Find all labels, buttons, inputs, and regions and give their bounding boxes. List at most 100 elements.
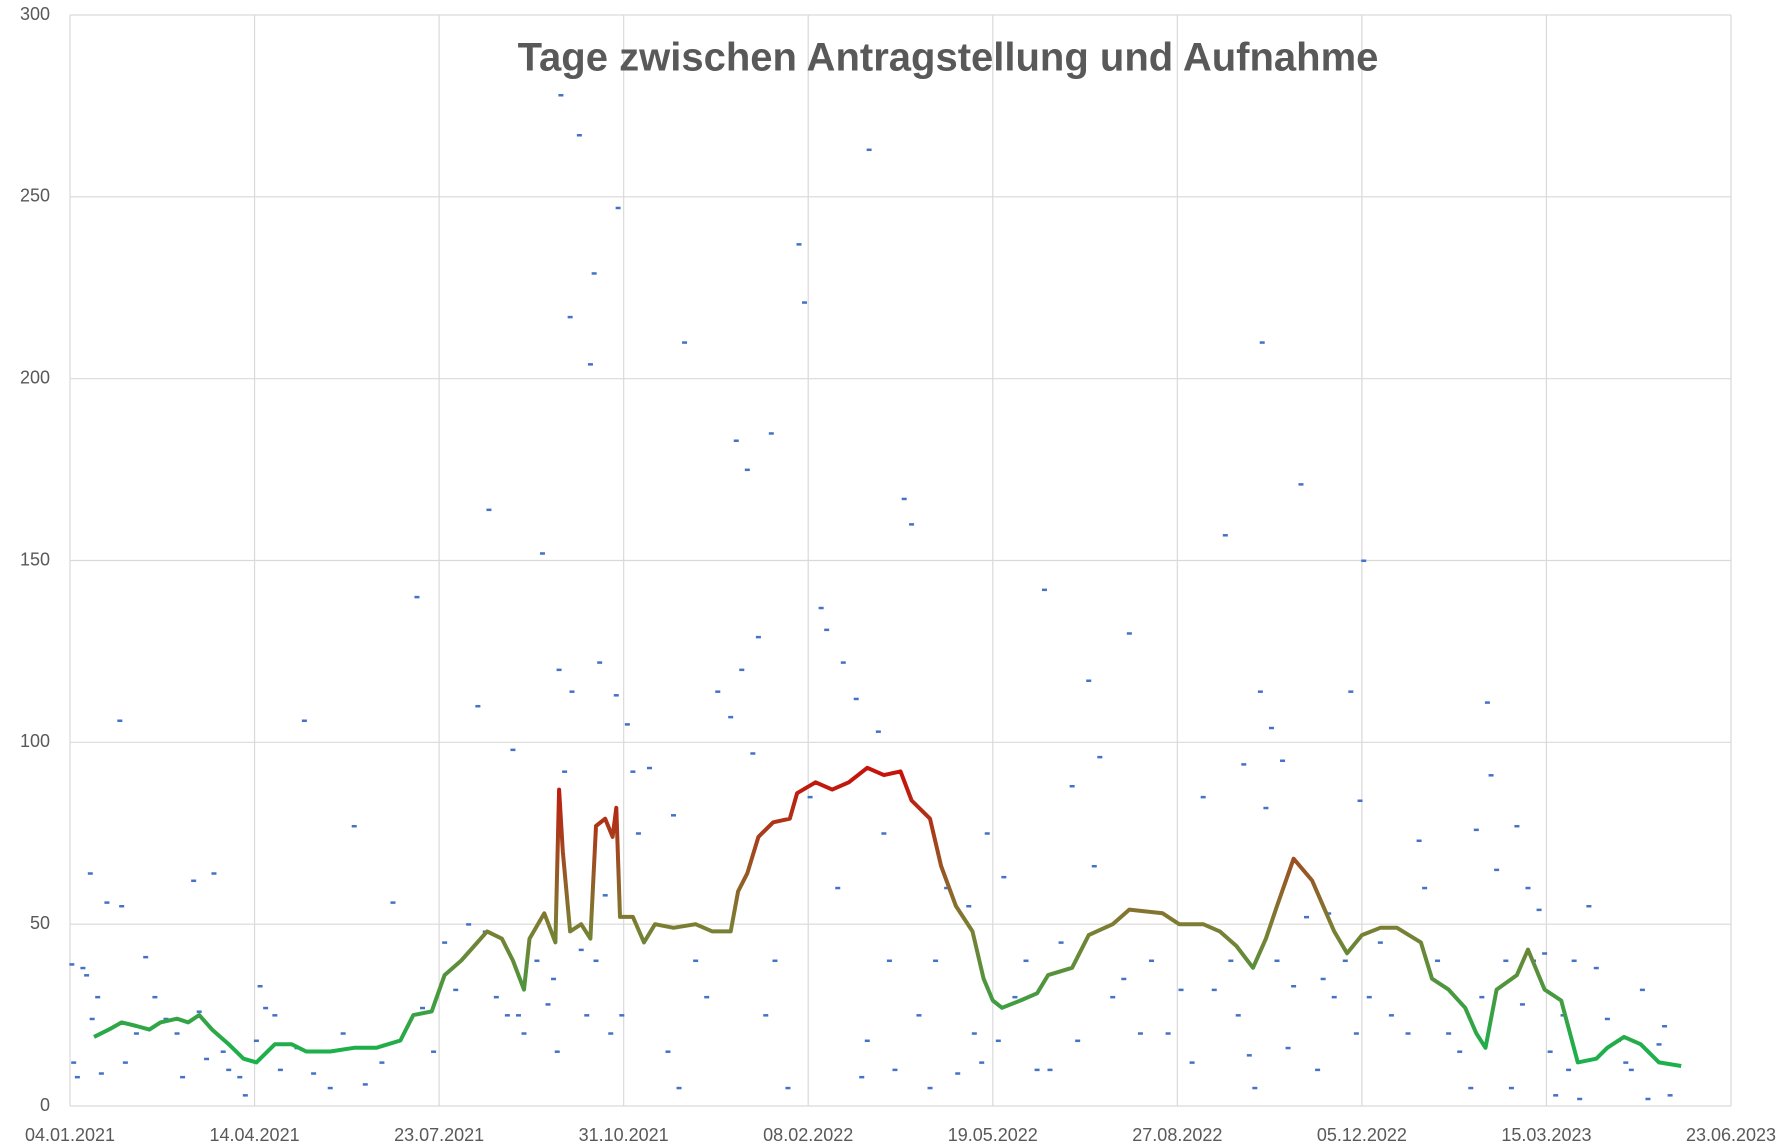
scatter-point — [578, 948, 584, 952]
scatter-point — [263, 1006, 269, 1010]
moving-average-line — [93, 765, 1682, 1068]
x-tick-label: 15.03.2023 — [1501, 1125, 1591, 1145]
scatter-point — [351, 824, 357, 828]
scatter-point — [1560, 1014, 1566, 1017]
scatter-point — [1291, 984, 1297, 988]
scatter-point — [1034, 1068, 1040, 1072]
scatter-point — [414, 595, 420, 599]
scatter-point — [84, 974, 90, 977]
scatter-point — [602, 894, 608, 897]
scatter-point — [875, 730, 881, 733]
scatter-point — [493, 995, 499, 999]
scatter-point — [886, 959, 892, 963]
scatter-point — [277, 1068, 283, 1072]
scatter-point — [647, 766, 653, 770]
scatter-point — [180, 1075, 186, 1079]
scatter-point — [750, 752, 756, 755]
scatter-point — [1252, 1086, 1258, 1090]
scatter-point — [1326, 912, 1332, 915]
scatter-point — [1488, 774, 1494, 777]
y-tick-label: 50 — [30, 913, 50, 933]
scatter-point — [670, 814, 676, 817]
scatter-point — [1235, 1014, 1241, 1017]
scatter-point — [204, 1057, 210, 1061]
scatter-point — [534, 959, 540, 963]
scatter-point — [104, 901, 110, 904]
scatter-point — [545, 1003, 551, 1006]
scatter-point — [466, 923, 472, 926]
y-tick-label: 150 — [20, 549, 50, 569]
scatter-point — [864, 1039, 870, 1043]
scatter-point — [1645, 1097, 1651, 1101]
scatter-point — [1604, 1017, 1610, 1021]
scatter-point — [1121, 977, 1127, 981]
scatter-point — [196, 1010, 202, 1013]
scatter-point — [1047, 1068, 1053, 1072]
scatter-point — [95, 995, 101, 999]
scatter-point — [1357, 799, 1363, 803]
scatter-point — [1246, 1054, 1252, 1057]
scatter-point — [98, 1072, 104, 1075]
scatter-point — [117, 719, 123, 723]
scatter-point — [693, 959, 699, 963]
scatter-point — [615, 206, 621, 210]
scatter-point — [311, 1072, 317, 1075]
scatter-point — [237, 1075, 243, 1079]
scatter-point — [1457, 1050, 1463, 1053]
scatter-point — [892, 1068, 898, 1072]
x-tick-label: 27.08.2022 — [1132, 1125, 1222, 1145]
scatter-point — [1178, 988, 1184, 992]
scatter-point — [89, 1017, 95, 1021]
scatter-point — [933, 959, 939, 963]
scatter-point — [1353, 1032, 1359, 1035]
scatter-point — [1263, 806, 1269, 810]
scatter-point — [1639, 988, 1645, 992]
scatter-point — [1091, 864, 1097, 868]
scatter-point — [630, 770, 636, 773]
scatter-point — [802, 301, 808, 304]
scatter-point — [1571, 959, 1577, 963]
scatter-point — [174, 1032, 180, 1035]
scatter-point — [133, 1032, 139, 1035]
scatter-point — [1577, 1097, 1583, 1101]
scatter-point — [597, 661, 603, 664]
scatter-point — [966, 904, 972, 908]
scatter-point — [1189, 1061, 1195, 1064]
x-tick-label: 31.10.2021 — [579, 1125, 669, 1145]
scatter-point — [1298, 483, 1304, 486]
scatter-point — [1377, 941, 1383, 944]
scatter-point — [1667, 1094, 1673, 1097]
scatter-point — [163, 1017, 169, 1021]
scatter-point — [1097, 755, 1103, 759]
x-tick-label: 04.01.2021 — [25, 1125, 115, 1145]
scatter-point — [584, 1014, 590, 1017]
x-tick-label: 23.07.2021 — [394, 1125, 484, 1145]
scatter-point — [733, 439, 739, 442]
scatter-point — [475, 704, 481, 708]
scatter-point — [1525, 886, 1531, 890]
scatter-point — [635, 832, 641, 835]
scatter-point — [1473, 828, 1479, 832]
scatter-point — [1200, 795, 1206, 799]
scatter-point — [1623, 1061, 1629, 1064]
scatter-point — [1211, 988, 1217, 992]
scatter-point — [1593, 966, 1599, 970]
scatter-point — [1542, 952, 1548, 955]
scatter-point — [390, 901, 396, 904]
scatter-point — [944, 886, 950, 890]
x-tick-label: 19.05.2022 — [948, 1125, 1038, 1145]
x-tick-label: 05.12.2022 — [1317, 1125, 1407, 1145]
scatter-point — [569, 690, 575, 693]
scatter-point — [785, 1086, 791, 1090]
scatter-point — [253, 1039, 259, 1043]
scatter-point — [1274, 959, 1280, 963]
scatter-point — [744, 468, 750, 472]
scatter-point — [74, 1075, 80, 1079]
scatter-point — [1315, 1068, 1321, 1072]
scatter-point — [1075, 1039, 1081, 1043]
scatter-point — [558, 94, 564, 97]
scatter-point — [591, 272, 597, 275]
scatter-point — [242, 1094, 248, 1097]
scatter-point — [122, 1061, 128, 1064]
